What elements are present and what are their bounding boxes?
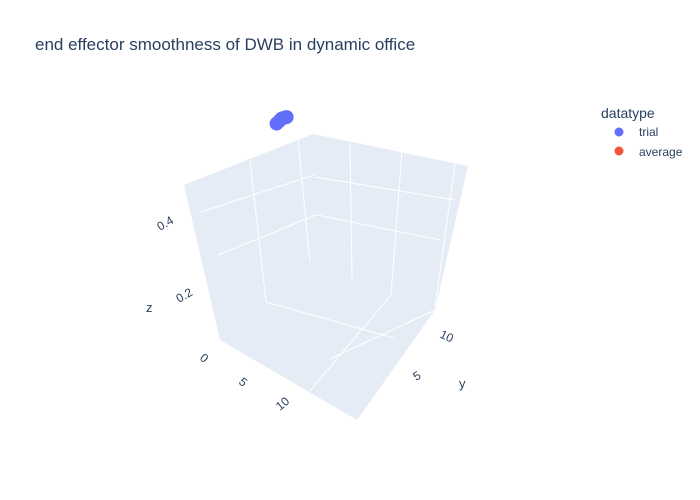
gridline: [297, 139, 311, 263]
data-point-trial[interactable]: [279, 110, 294, 125]
z-tick-label: 0.4: [155, 213, 177, 234]
scene[interactable]: [184, 110, 468, 420]
x-tick-label: 10: [273, 394, 292, 414]
gridline: [303, 294, 392, 399]
legend-item-average[interactable]: average: [614, 145, 683, 159]
legend: datatype trial average: [601, 105, 683, 159]
gridline: [314, 176, 456, 201]
z-ticks: 0.4 0.2: [155, 213, 196, 306]
pane-back-left: [184, 134, 317, 340]
x-tick-label: 0: [197, 351, 211, 366]
z-tick-label: 0.2: [174, 285, 196, 306]
gridline: [329, 309, 436, 360]
legend-marker-trial: [614, 127, 624, 137]
markers: [269, 110, 294, 131]
legend-title: datatype: [601, 105, 655, 121]
gridline: [390, 149, 403, 296]
y-ticks: 10 5: [411, 327, 457, 384]
gridline: [249, 159, 267, 303]
legend-marker-average: [614, 146, 624, 156]
legend-label-average: average: [639, 145, 683, 159]
gridline: [349, 141, 353, 281]
y-axis-title: y: [459, 376, 466, 391]
gridline: [265, 301, 395, 339]
y-tick-label: 10: [438, 327, 456, 345]
gridline: [434, 163, 456, 309]
gridline: [316, 214, 441, 241]
chart-title: end effector smoothness of DWB in dynami…: [35, 35, 415, 54]
gridline: [200, 174, 315, 213]
z-axis-title: z: [146, 300, 153, 315]
legend-item-trial[interactable]: trial: [614, 125, 659, 139]
y-tick-label: 5: [411, 368, 424, 384]
gridlines: [200, 139, 456, 399]
legend-label-trial: trial: [639, 125, 658, 139]
gridline: [217, 214, 317, 256]
x-tick-label: 5: [236, 375, 250, 390]
